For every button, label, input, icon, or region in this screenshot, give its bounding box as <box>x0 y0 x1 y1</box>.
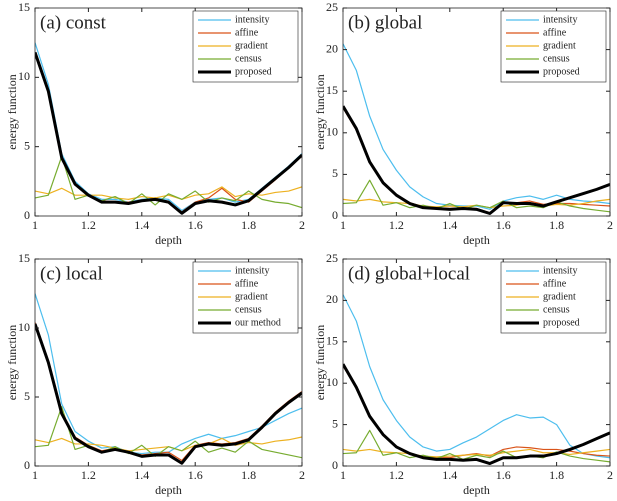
x-tick-label: 1 <box>340 468 346 482</box>
x-tick-label: 1.6 <box>496 218 511 232</box>
x-tick-label: 1.8 <box>241 218 256 232</box>
x-tick-label: 1.2 <box>389 218 404 232</box>
y-tick-label: 15 <box>326 334 338 348</box>
legend-label: intensity <box>543 265 577 276</box>
legend-label: affine <box>543 278 567 289</box>
axes-frame <box>34 258 303 467</box>
x-tick-label: 1.6 <box>188 218 203 232</box>
x-tick-label: 1 <box>340 218 346 232</box>
y-tick-label: 0 <box>24 208 30 222</box>
x-tick-label: 1.4 <box>442 468 457 482</box>
x-tick-label: 1.6 <box>496 468 511 482</box>
legend-label: proposed <box>235 66 272 77</box>
x-axis-label: depth <box>463 483 490 497</box>
subplot: 1 1.2 1.4 1.6 1.8 2 0 5 10 15 depth energy function… <box>5 251 305 497</box>
y-tick-label: 5 <box>332 416 338 430</box>
panel-title: (a) const <box>40 12 107 33</box>
y-tick-label: 0 <box>24 458 30 472</box>
axes-frame <box>342 258 611 467</box>
x-tick-label: 1.8 <box>549 468 564 482</box>
x-tick-label: 1.4 <box>442 218 457 232</box>
x-axis-label: depth <box>155 483 182 497</box>
x-tick-label: 2 <box>607 468 613 482</box>
x-tick-label: 1.8 <box>241 468 256 482</box>
y-tick-label: 20 <box>326 41 338 55</box>
series-line <box>35 155 302 209</box>
legend-label: gradient <box>543 40 576 51</box>
legend-label: affine <box>543 27 567 38</box>
y-tick-label: 25 <box>326 251 338 265</box>
legend-label: intensity <box>235 14 269 25</box>
series-line <box>343 429 610 463</box>
panel-title: (c) local <box>40 263 103 284</box>
y-tick-label: 10 <box>326 375 338 389</box>
x-tick-label: 1 <box>32 468 38 482</box>
legend-label: gradient <box>235 291 268 302</box>
legend-label: intensity <box>543 14 577 25</box>
x-tick-label: 2 <box>607 218 613 232</box>
x-axis-label: depth <box>155 233 182 247</box>
x-tick-label: 1.6 <box>188 468 203 482</box>
y-tick-label: 20 <box>326 292 338 306</box>
x-tick-label: 1.8 <box>549 218 564 232</box>
x-tick-label: 1.4 <box>134 218 149 232</box>
legend-label: census <box>543 304 570 315</box>
legend-label: affine <box>235 27 259 38</box>
y-axis-label: energy function <box>313 74 327 149</box>
legend-label: proposed <box>543 66 580 77</box>
y-tick-label: 5 <box>24 138 30 152</box>
series-line <box>343 294 610 459</box>
y-tick-label: 0 <box>332 208 338 222</box>
x-tick-label: 1 <box>32 218 38 232</box>
y-tick-label: 5 <box>332 166 338 180</box>
legend-label: gradient <box>543 291 576 302</box>
series-line <box>35 323 302 465</box>
y-tick-label: 10 <box>326 125 338 139</box>
y-tick-label: 15 <box>326 83 338 97</box>
panel-title: (b) global <box>348 12 422 33</box>
legend-label: affine <box>235 278 259 289</box>
legend-label: intensity <box>235 265 269 276</box>
x-tick-label: 2 <box>299 218 305 232</box>
y-tick-label: 5 <box>24 389 30 403</box>
legend-label: gradient <box>235 40 268 51</box>
legend-label: proposed <box>543 317 580 328</box>
y-tick-label: 10 <box>18 69 30 83</box>
legend-label: our method <box>235 317 281 328</box>
series-line <box>343 105 610 215</box>
legend: intensity affine gradient census proposed <box>500 10 607 83</box>
series-line <box>35 51 302 215</box>
series-line <box>343 448 610 458</box>
y-tick-label: 10 <box>18 320 30 334</box>
x-tick-label: 1.4 <box>134 468 149 482</box>
y-tick-label: 25 <box>326 0 338 14</box>
x-axis-label: depth <box>463 233 490 247</box>
y-tick-label: 15 <box>18 0 30 14</box>
x-tick-label: 1.2 <box>389 468 404 482</box>
x-tick-label: 2 <box>299 468 305 482</box>
x-tick-label: 1.2 <box>81 468 96 482</box>
subplot: 1 1.2 1.4 1.6 1.8 2 0 5 10 15 depth energy function… <box>5 0 305 247</box>
y-tick-label: 15 <box>18 251 30 265</box>
axes-frame <box>34 7 303 217</box>
axes-frame <box>342 7 611 217</box>
x-tick-label: 1.2 <box>81 218 96 232</box>
legend: intensity affine gradient census proposed <box>500 261 607 334</box>
y-axis-label: energy function <box>5 74 19 149</box>
y-axis-label: energy function <box>313 325 327 400</box>
legend-label: census <box>235 304 262 315</box>
legend-label: census <box>235 53 262 64</box>
series-line <box>343 179 610 213</box>
panel-title: (d) global+local <box>348 263 470 284</box>
y-tick-label: 0 <box>332 458 338 472</box>
legend: intensity affine gradient census proposed <box>192 10 299 83</box>
y-axis-label: energy function <box>5 325 19 400</box>
legend-label: census <box>543 53 570 64</box>
series-line <box>343 363 610 466</box>
series-line <box>35 406 302 459</box>
legend: intensity affine gradient census our method <box>192 261 299 334</box>
